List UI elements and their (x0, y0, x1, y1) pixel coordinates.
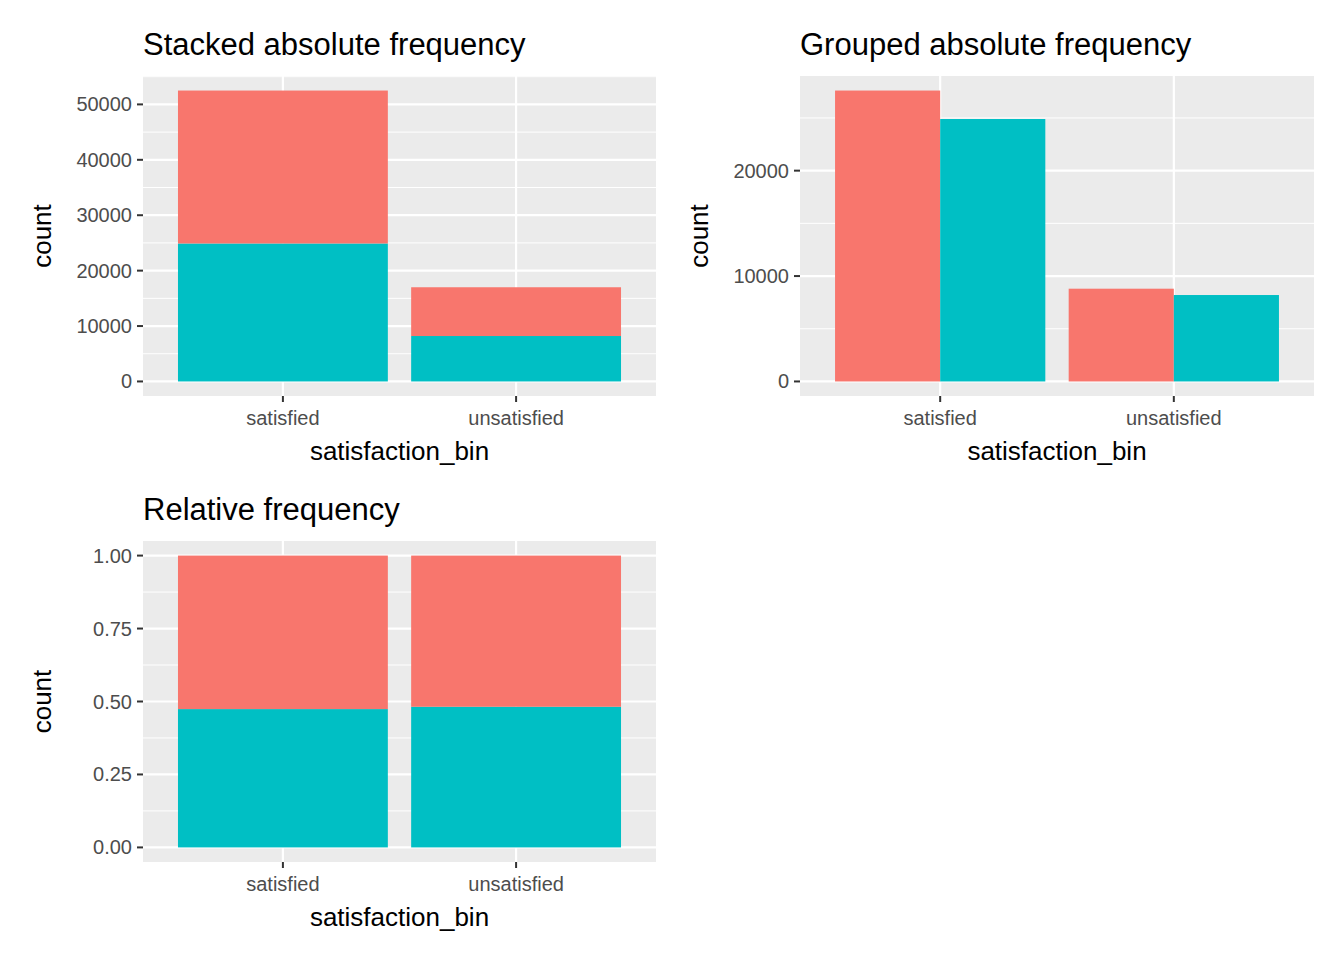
x-tick (282, 396, 284, 402)
y-tick-label: 0.50 (93, 691, 132, 713)
bar-segment (178, 91, 388, 244)
chart-title: Relative frequency (143, 492, 400, 527)
y-axis-title: count (27, 203, 57, 267)
y-tick (137, 159, 143, 161)
minor-grid-line (143, 76, 656, 77)
bar (940, 119, 1045, 381)
y-tick (137, 628, 143, 630)
y-tick (794, 170, 800, 172)
x-tick (282, 862, 284, 868)
bar-segment (178, 709, 388, 847)
y-tick-label: 10000 (733, 265, 789, 287)
bars (178, 91, 621, 382)
y-tick (137, 701, 143, 703)
y-tick (137, 325, 143, 327)
bar (1174, 295, 1279, 381)
y-tick-label: 30000 (76, 204, 132, 226)
y-tick (794, 380, 800, 382)
y-tick (137, 103, 143, 105)
bar-segment (411, 336, 621, 381)
y-tick-label: 0.75 (93, 618, 132, 640)
bar-segment (411, 707, 621, 848)
x-axis-title: satisfaction_bin (310, 902, 489, 932)
bar-segment (178, 243, 388, 381)
y-tick-label: 20000 (733, 160, 789, 182)
x-tick-label: satisfied (246, 873, 319, 895)
y-tick-label: 0 (778, 370, 789, 392)
y-tick-label: 0.00 (93, 836, 132, 858)
y-axis-title: count (684, 203, 714, 267)
x-tick (1173, 396, 1175, 402)
y-tick-label: 1.00 (93, 545, 132, 567)
y-axis-title: count (27, 669, 57, 733)
panel-background (143, 541, 656, 862)
y-tick-label: 20000 (76, 260, 132, 282)
y-tick (137, 380, 143, 382)
figure: 0 10000 20000 30000 40000 50000 satisfied unsat… (0, 0, 1344, 960)
bar (835, 91, 940, 382)
bar-segment (411, 287, 621, 336)
x-tick-label: unsatisfied (468, 873, 564, 895)
y-tick (137, 773, 143, 775)
y-tick-label: 0 (121, 370, 132, 392)
y-tick-label: 40000 (76, 149, 132, 171)
y-tick (137, 214, 143, 216)
y-tick-label: 10000 (76, 315, 132, 337)
y-tick (137, 846, 143, 848)
y-tick (794, 275, 800, 277)
bar-segment (178, 556, 388, 709)
bars (178, 556, 621, 848)
x-tick-label: unsatisfied (468, 407, 564, 429)
chart-panel: 0.00 0.25 0.50 0.75 1.00 satisfied unsatisfied… (27, 492, 656, 932)
chart-panel: 0 10000 20000 satisfied unsatisfied satisfact… (684, 27, 1314, 466)
x-tick-label: satisfied (903, 407, 976, 429)
x-tick (939, 396, 941, 402)
bar-segment (411, 556, 621, 707)
chart-title: Grouped absolute frequency (800, 27, 1192, 62)
bar (1069, 289, 1174, 382)
y-tick-label: 0.25 (93, 763, 132, 785)
x-tick-label: unsatisfied (1126, 407, 1222, 429)
bars (835, 91, 1279, 382)
panel-background (800, 76, 1314, 396)
x-tick-label: satisfied (246, 407, 319, 429)
x-axis-title: satisfaction_bin (967, 436, 1146, 466)
panel-background (143, 76, 656, 396)
y-tick (137, 270, 143, 272)
chart-panel: 0 10000 20000 30000 40000 50000 satisfied unsat… (27, 27, 656, 466)
x-tick (515, 396, 517, 402)
chart-title: Stacked absolute frequency (143, 27, 526, 62)
y-tick (137, 555, 143, 557)
x-axis-title: satisfaction_bin (310, 436, 489, 466)
x-tick (515, 862, 517, 868)
y-tick-label: 50000 (76, 93, 132, 115)
